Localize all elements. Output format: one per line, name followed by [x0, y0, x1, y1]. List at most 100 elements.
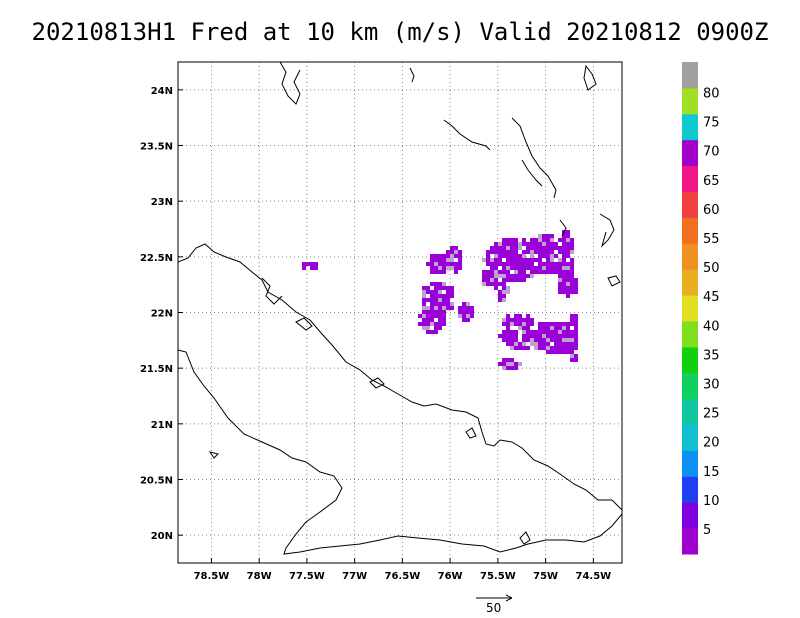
wind-cell [450, 254, 454, 258]
wind-cell [566, 238, 570, 242]
wind-cell [550, 270, 554, 274]
wind-cell [538, 266, 542, 270]
wind-cell [434, 286, 438, 290]
wind-cell [546, 262, 550, 266]
wind-cell [422, 298, 426, 302]
wind-cell [562, 350, 566, 354]
wind-cell [542, 334, 546, 338]
wind-cell [570, 290, 574, 294]
wind-cell [446, 262, 450, 266]
colorbar-segment [682, 450, 698, 477]
wind-cell [514, 362, 518, 366]
wind-cell [458, 314, 462, 318]
wind-cell [562, 238, 566, 242]
wind-cell [522, 346, 526, 350]
wind-cell [506, 278, 510, 282]
wind-cell [518, 274, 522, 278]
wind-cell [570, 238, 574, 242]
colorbar-label: 65 [703, 174, 720, 189]
coastline-cay-2 [369, 377, 385, 389]
wind-cell [458, 266, 462, 270]
wind-cell [494, 274, 498, 278]
wind-cell [562, 338, 566, 342]
wind-cell [562, 282, 566, 286]
wind-cell [450, 286, 454, 290]
wind-cell [546, 338, 550, 342]
wind-cell [542, 246, 546, 250]
wind-cell [530, 330, 534, 334]
wind-cell [450, 290, 454, 294]
wind-cell [506, 342, 510, 346]
wind-cell [518, 242, 522, 246]
wind-cell [442, 310, 446, 314]
colorbar-segment [682, 502, 698, 529]
wind-cell [570, 274, 574, 278]
wind-cell [514, 258, 518, 262]
wind-cell [442, 302, 446, 306]
wind-cell [498, 298, 502, 302]
wind-cell [486, 274, 490, 278]
wind-cell [574, 278, 578, 282]
wind-cell [554, 262, 558, 266]
wind-cell [482, 258, 486, 262]
wind-cell [538, 258, 542, 262]
wind-cell [514, 342, 518, 346]
reference-vector-label: 50 [486, 601, 501, 615]
wind-cell [514, 274, 518, 278]
wind-cell [494, 278, 498, 282]
wind-cell [550, 338, 554, 342]
wind-cell [566, 322, 570, 326]
colorbar-label: 75 [703, 116, 720, 131]
wind-cell [506, 322, 510, 326]
wind-cell [550, 330, 554, 334]
wind-cell [442, 270, 446, 274]
tick-label-lon: 77W [342, 571, 367, 582]
wind-cell [450, 246, 454, 250]
wind-cell [566, 254, 570, 258]
wind-cell [518, 254, 522, 258]
wind-cell [550, 246, 554, 250]
wind-cell [558, 258, 562, 262]
wind-cell [542, 322, 546, 326]
wind-cell [446, 306, 450, 310]
wind-cell [430, 318, 434, 322]
wind-cell [530, 318, 534, 322]
wind-cell [510, 358, 514, 362]
colorbar-segment [682, 346, 698, 374]
wind-cell [426, 326, 430, 330]
wind-cell [570, 338, 574, 342]
wind-cell [494, 250, 498, 254]
coastline-bahamas-3 [511, 117, 557, 199]
wind-cell [558, 290, 562, 294]
wind-cell [486, 250, 490, 254]
wind-cell [530, 338, 534, 342]
tick-label-lon: 75W [533, 571, 558, 582]
wind-cell [570, 286, 574, 290]
wind-cell [538, 254, 542, 258]
wind-cell [514, 314, 518, 318]
wind-cell [558, 350, 562, 354]
wind-cell [530, 262, 534, 266]
wind-cell [530, 258, 534, 262]
wind-cell [430, 254, 434, 258]
wind-cell [522, 334, 526, 338]
wind-cell [438, 322, 442, 326]
wind-cell [510, 278, 514, 282]
tick-label-lon: 78.5W [194, 571, 230, 582]
wind-cell [314, 262, 318, 266]
wind-cell [426, 318, 430, 322]
wind-cell [422, 318, 426, 322]
wind-cell [514, 322, 518, 326]
wind-cell [554, 330, 558, 334]
wind-cell [566, 290, 570, 294]
wind-cell [506, 262, 510, 266]
wind-cell [554, 322, 558, 326]
wind-cell [518, 322, 522, 326]
wind-cell [514, 242, 518, 246]
wind-cell [434, 326, 438, 330]
wind-cell [538, 322, 542, 326]
tick-label-lat: 20N [151, 531, 173, 542]
wind-cell [498, 294, 502, 298]
wind-cell [514, 254, 518, 258]
wind-cell [502, 242, 506, 246]
